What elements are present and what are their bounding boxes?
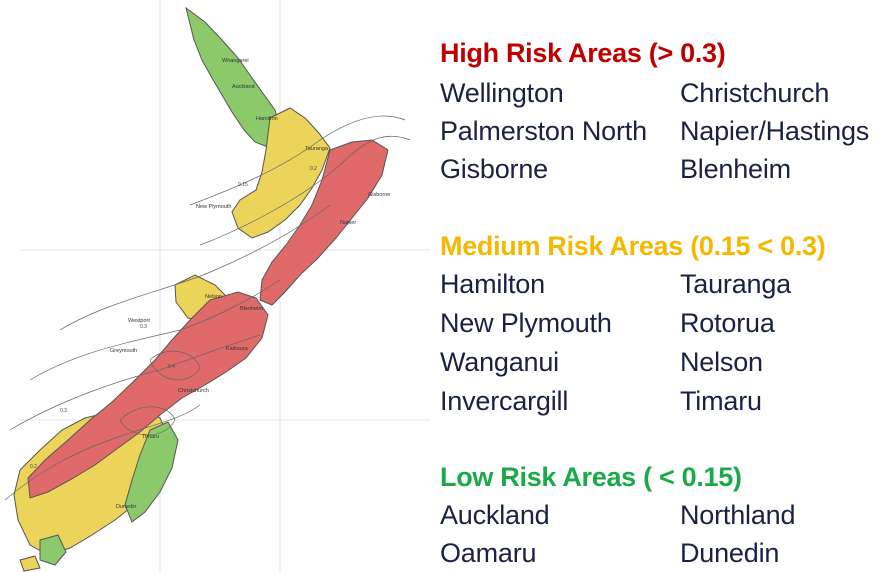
- hazard-contours: [4, 115, 411, 501]
- map-place-label: Hamilton: [256, 116, 278, 122]
- high-risk-zone-alpine: [27, 291, 269, 499]
- map-place-label: Kaikoura: [226, 346, 249, 352]
- low-risk-zone-northland: [185, 6, 281, 149]
- city-name: Hamilton: [440, 269, 545, 299]
- city-name: Auckland: [440, 500, 550, 530]
- north-island: [185, 6, 389, 306]
- contour-label: 0.15: [238, 182, 248, 188]
- place-labels: Whangarei Auckland Hamilton Tauranga Gis…: [110, 58, 390, 510]
- low-risk-zone-otago: [124, 421, 179, 523]
- city-name: Nelson: [680, 347, 763, 377]
- city-name: Rotorua: [680, 308, 775, 338]
- low-risk-title: Low Risk Areas ( < 0.15): [440, 462, 742, 492]
- map-place-label: Greymouth: [110, 348, 137, 354]
- city-name: Invercargill: [440, 386, 569, 416]
- map-place-label: Auckland: [232, 84, 255, 90]
- city-name: Wanganui: [440, 347, 559, 377]
- contour-label: 0.2: [30, 464, 37, 470]
- city-name: Christchurch: [680, 78, 830, 108]
- contour-label: 0.2: [310, 166, 317, 172]
- map-place-label: Gisborne: [368, 192, 390, 198]
- city-name: Palmerston North: [440, 116, 647, 146]
- contour-label: 0.4: [168, 364, 175, 370]
- seismic-hazard-map: 0.15 0.2 0.3 0.4 0.3 0.2 Whangarei Auckl…: [4, 0, 430, 572]
- contour-label: 0.3: [140, 324, 147, 330]
- high-risk-zone-east-north: [259, 139, 389, 306]
- city-name: Blenheim: [680, 154, 791, 184]
- map-place-label: Nelson: [205, 294, 222, 300]
- medium-risk-title: Medium Risk Areas (0.15 < 0.3): [440, 231, 826, 261]
- city-name: Dunedin: [680, 538, 780, 568]
- map-place-label: Tauranga: [305, 146, 329, 152]
- stewart-island: [19, 555, 41, 572]
- map-place-label: Westport: [128, 318, 150, 324]
- city-name: Wellington: [440, 78, 564, 108]
- map-place-label: Napier: [340, 220, 356, 226]
- contour-label: 0.3: [60, 408, 67, 414]
- map-place-label: Dunedin: [116, 504, 137, 510]
- map-place-label: New Plymouth: [196, 204, 231, 210]
- city-name: Oamaru: [440, 538, 537, 568]
- city-name: Northland: [680, 500, 796, 530]
- city-name: Gisborne: [440, 154, 548, 184]
- map-place-label: Blenheim: [240, 306, 263, 312]
- city-name: Tauranga: [680, 269, 791, 299]
- south-island: [13, 274, 269, 572]
- map-place-label: Timaru: [142, 434, 159, 440]
- city-name: Timaru: [680, 386, 762, 416]
- medium-risk-zone-central-north: [231, 107, 331, 239]
- city-name: Napier/Hastings: [680, 116, 870, 146]
- city-name: New Plymouth: [440, 308, 612, 338]
- map-place-label: Christchurch: [178, 388, 209, 394]
- low-risk-zone-south-tip: [39, 534, 67, 566]
- map-place-label: Whangarei: [222, 58, 249, 64]
- high-risk-title: High Risk Areas (> 0.3): [440, 38, 726, 68]
- contour-labels: 0.15 0.2 0.3 0.4 0.3 0.2: [30, 166, 317, 470]
